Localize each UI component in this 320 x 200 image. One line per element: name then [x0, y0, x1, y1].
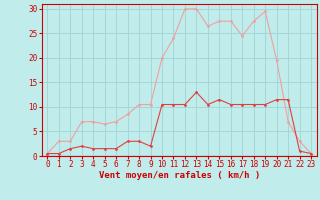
X-axis label: Vent moyen/en rafales ( km/h ): Vent moyen/en rafales ( km/h ): [99, 171, 260, 180]
